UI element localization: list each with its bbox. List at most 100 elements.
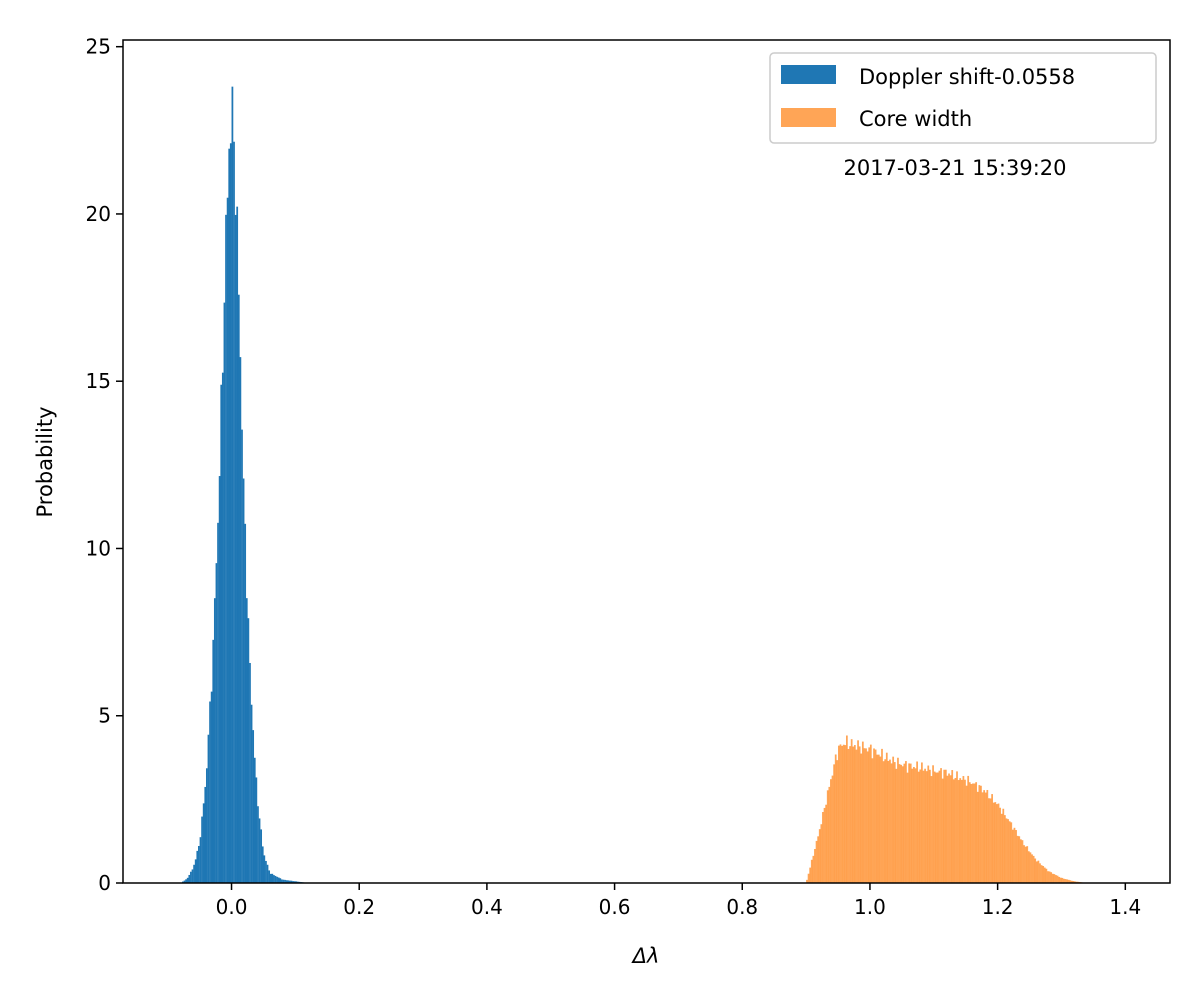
- histogram-bar: [898, 764, 901, 883]
- histogram-bar: [1048, 871, 1051, 883]
- histogram-bar: [253, 757, 256, 883]
- x-tick-label: 0.4: [471, 895, 503, 919]
- x-axis-label: Δλ: [631, 944, 660, 968]
- histogram-bar: [1021, 840, 1024, 883]
- histogram-bar: [949, 775, 952, 883]
- histogram-bar: [876, 754, 879, 883]
- histogram-bar: [809, 867, 812, 883]
- histogram-bar: [944, 769, 947, 883]
- y-axis-ticks: 0 5 10 15 20 25: [86, 35, 123, 895]
- histogram-bar: [946, 775, 949, 883]
- histogram-bar: [209, 701, 211, 883]
- histogram-bar: [217, 522, 219, 883]
- histogram-bar: [1029, 852, 1032, 883]
- histogram-bar: [198, 845, 200, 883]
- histogram-bar: [996, 804, 998, 883]
- histogram-bar: [893, 762, 896, 883]
- series-1-bars: [806, 735, 1088, 883]
- histogram-bar: [190, 871, 192, 883]
- histogram-bar: [943, 769, 946, 883]
- histogram-bar: [889, 759, 891, 883]
- histogram-bar: [860, 753, 863, 883]
- histogram-bar: [841, 745, 843, 883]
- histogram-bar: [1066, 879, 1069, 883]
- histogram-bar: [191, 869, 194, 883]
- histogram-bar: [1059, 877, 1062, 883]
- histogram-bar: [252, 730, 255, 883]
- histogram-bar: [249, 662, 251, 883]
- histogram-bar: [933, 771, 936, 883]
- histogram-bar: [281, 879, 283, 883]
- histogram-bar: [239, 357, 242, 883]
- histogram-bar: [964, 779, 966, 883]
- histogram-bar: [973, 783, 976, 883]
- histogram-bar: [925, 771, 928, 883]
- histogram-bar: [810, 859, 813, 883]
- histogram-bar: [983, 790, 986, 883]
- histogram-bar: [226, 197, 229, 884]
- histogram-bar: [1013, 827, 1016, 883]
- histogram-bar: [231, 86, 234, 883]
- histogram-bar: [927, 765, 930, 883]
- histogram-bar: [1071, 880, 1073, 883]
- histogram-bar: [830, 779, 832, 883]
- histogram-bar: [975, 782, 978, 883]
- x-tick-label: 0.6: [599, 895, 631, 919]
- histogram-bar: [957, 780, 960, 883]
- histogram-bar: [839, 744, 842, 883]
- histogram-bar: [905, 761, 907, 883]
- y-tick-label: 0: [98, 871, 111, 895]
- histogram-bar: [831, 775, 834, 883]
- histogram-bar: [1058, 876, 1061, 883]
- x-tick-label: 0.8: [726, 895, 758, 919]
- histogram-bar: [193, 864, 195, 883]
- histogram-bar: [940, 768, 942, 883]
- histogram-bar: [917, 771, 920, 883]
- x-tick-label: 0.0: [216, 895, 248, 919]
- histogram-bar: [295, 881, 298, 883]
- histogram-bar: [233, 141, 235, 884]
- histogram-bar: [873, 748, 875, 883]
- x-tick-label: 1.4: [1109, 895, 1141, 919]
- x-tick-label: 1.2: [982, 895, 1014, 919]
- histogram-bar: [1016, 835, 1019, 883]
- histogram-bar: [244, 523, 247, 883]
- histogram-bar: [284, 879, 286, 883]
- histogram-bar: [852, 746, 855, 883]
- histogram-bar: [1026, 846, 1029, 883]
- histogram-bar: [989, 798, 992, 883]
- legend: Doppler shift-0.0558 Core width: [769, 52, 1157, 144]
- histogram-bar: [204, 786, 207, 883]
- histogram-bar: [237, 294, 240, 884]
- histogram-bar: [199, 837, 202, 883]
- histogram-bar: [992, 802, 995, 883]
- histogram-bar: [228, 148, 231, 884]
- histogram-bar: [882, 761, 885, 883]
- histogram-bar: [994, 802, 997, 883]
- histogram-bar: [965, 785, 968, 883]
- x-tick-label: 0.2: [343, 895, 375, 919]
- histogram-bar: [218, 476, 221, 883]
- histogram-bar: [869, 744, 872, 883]
- histogram-bar: [962, 776, 965, 883]
- histogram-bar: [1051, 873, 1054, 883]
- histogram-bar: [980, 785, 982, 883]
- histogram-bar: [1031, 854, 1033, 883]
- y-tick-label: 5: [98, 704, 111, 728]
- histogram-bar: [868, 747, 871, 883]
- histogram-bar: [1039, 863, 1041, 883]
- histogram-bar: [924, 768, 926, 883]
- histogram-bar: [960, 779, 963, 883]
- histogram-bar: [922, 770, 925, 883]
- histogram-bar: [274, 875, 277, 883]
- histogram-bar: [292, 881, 294, 883]
- histogram-bar: [207, 734, 210, 883]
- histogram-bar: [865, 748, 867, 883]
- histogram-bar: [842, 744, 845, 883]
- histogram-bar: [1032, 855, 1035, 883]
- histogram-bar: [825, 804, 828, 883]
- histogram-bar: [822, 812, 824, 883]
- histogram-bar: [826, 790, 829, 883]
- histogram-bar: [234, 214, 237, 883]
- histogram-bar: [1035, 861, 1038, 883]
